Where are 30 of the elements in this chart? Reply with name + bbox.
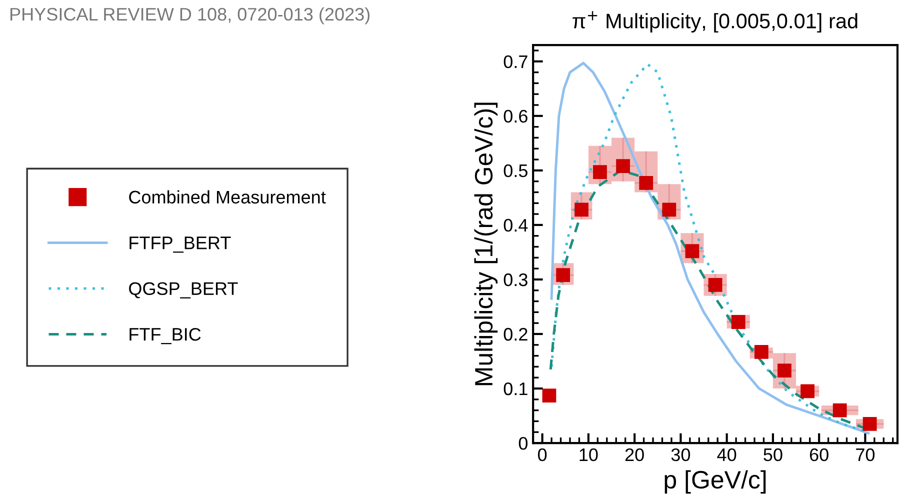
y-tick-label: 0.6: [504, 110, 528, 123]
point: [542, 388, 556, 403]
legend-label: FTFP_BERT: [130, 236, 231, 253]
x-tick-label: 50: [764, 448, 782, 462]
point: [862, 417, 877, 431]
x-tick-label: 20: [625, 448, 644, 462]
x-tick-label: 70: [856, 448, 875, 462]
x-tick-label: 40: [717, 448, 736, 462]
x-tick-label: 10: [580, 448, 598, 462]
legend-label: Combined Measurement: [129, 190, 326, 204]
x-tick-label: 60: [810, 448, 828, 462]
legend-label: QGSP_BERT: [129, 282, 238, 298]
y-tick-label: 0.2: [504, 328, 528, 341]
x-tick-label: 30: [671, 448, 690, 462]
x-tick-label: 0: [538, 448, 547, 462]
x-axis-title: p [GeV/c]: [664, 470, 766, 494]
y-tick-label: 0.7: [504, 55, 528, 68]
point: [832, 403, 847, 418]
y-tick-label: 0.3: [504, 273, 528, 286]
y-tick-label: 0.1: [504, 382, 528, 396]
chart-title: π$^{+}$ Multiplicity, [0.005,0.01] rad: [572, 11, 858, 33]
y-axis-title: Multiplicity [1/(rad GeV/c)]: [474, 102, 498, 386]
y-tick-label: 0.5: [504, 164, 528, 178]
point: [662, 202, 676, 217]
y-tick-label: 0.4: [504, 218, 528, 232]
point: [639, 176, 654, 190]
y-tick-label: 0: [518, 436, 528, 450]
legend-label: FTF_BIC: [130, 328, 201, 344]
point: [754, 345, 768, 359]
text: PHYSICAL REVIEW D 108, 0720-013 (2023): [10, 7, 370, 24]
